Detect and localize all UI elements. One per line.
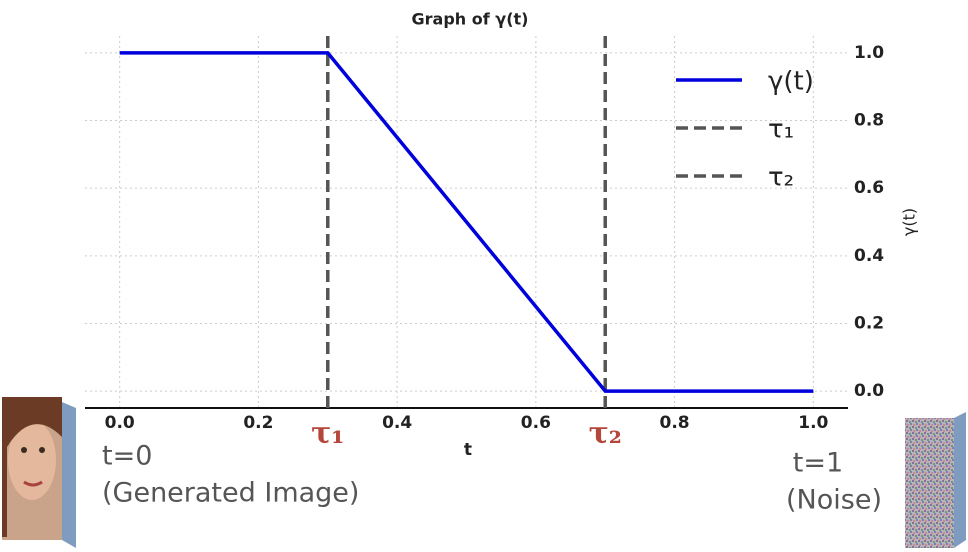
y-tick-label: 0.0: [854, 381, 884, 401]
y-tick-label: 0.2: [854, 313, 884, 333]
annotation: (Generated Image): [102, 478, 359, 509]
threshold-marker: τ₂: [589, 416, 622, 451]
threshold-marker: τ₁: [311, 416, 344, 451]
generated-image: [2, 397, 76, 548]
legend-label: τ₂: [768, 163, 794, 193]
y-tick-label: 0.6: [854, 178, 884, 198]
x-tick-label: 0.0: [105, 413, 135, 433]
x-tick-label: 0.2: [243, 413, 273, 433]
x-tick-label: 0.8: [660, 413, 690, 433]
y-tick-label: 0.8: [854, 111, 884, 131]
line: [119, 51, 814, 393]
y-tick-label: 1.0: [854, 43, 884, 63]
annotation: (Noise): [786, 485, 882, 516]
y-tick-label: 0.4: [854, 246, 884, 266]
legend-label: γ(t): [768, 67, 814, 97]
legend-label: τ₁: [768, 115, 794, 145]
x-tick-label: 0.6: [521, 413, 551, 433]
annotation: t=0: [102, 441, 152, 472]
x-tick-label: 0.4: [382, 413, 412, 433]
x-axis-label: t: [464, 440, 472, 460]
x-tick-label: 1.0: [798, 413, 828, 433]
annotation: t=1: [793, 448, 843, 479]
noise-image: [905, 412, 966, 548]
chart-title: Graph of γ(t): [412, 10, 529, 29]
y-axis-label: γ(t): [900, 208, 919, 236]
